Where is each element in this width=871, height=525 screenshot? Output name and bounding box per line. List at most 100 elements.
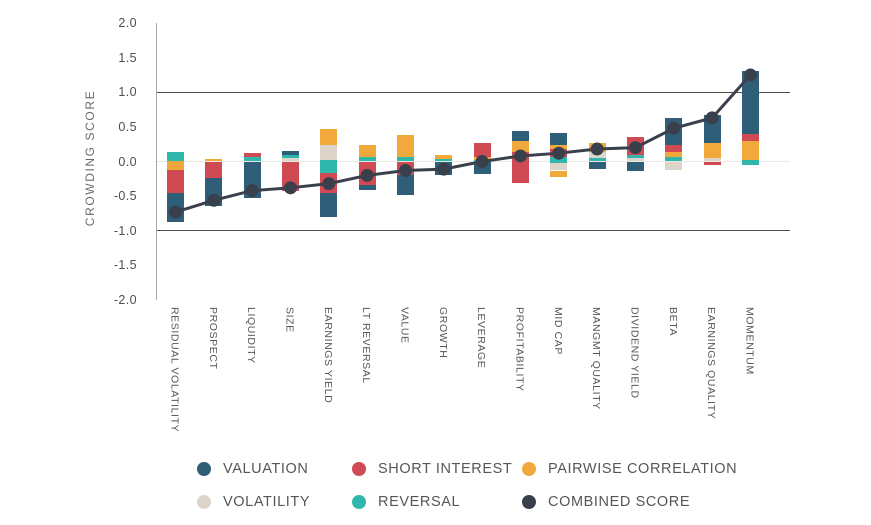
bar-segment-reversal [626, 154, 644, 159]
combined-score-dot [705, 111, 719, 125]
combined-score-dot [322, 177, 336, 191]
bar-segment-short_interest [741, 134, 759, 142]
combined-score-dot [628, 141, 642, 155]
combined-score-dot [590, 142, 604, 156]
bar-segment-pairwise_correlation [703, 142, 721, 159]
x-axis-label: EARNINGS YIELD [321, 307, 334, 404]
bar-segment-pairwise_correlation [435, 154, 453, 159]
legend-dot-valuation-icon [197, 462, 211, 476]
bar-segment-pairwise_correlation [205, 158, 223, 162]
legend-item-short_interest: SHORT INTEREST [352, 461, 512, 477]
legend-item-reversal: REVERSAL [352, 494, 460, 510]
bar-segment-pairwise_correlation [550, 170, 568, 178]
legend-label-pairwise_correlation: PAIRWISE CORRELATION [548, 461, 738, 477]
bar-segment-short_interest [205, 161, 223, 179]
y-axis-tick-label: -1.5 [113, 258, 137, 273]
bar-segment-volatility [320, 144, 338, 161]
bar-segment-pairwise_correlation [358, 144, 376, 158]
bar-segment-short_interest [243, 153, 261, 158]
x-axis-label: MANGMT QUALITY [590, 307, 603, 410]
combined-score-dot [398, 164, 412, 178]
combined-score-line [175, 73, 752, 214]
bar-segment-valuation [588, 161, 606, 170]
combined-score-line-layer [169, 68, 757, 219]
y-axis-tick-label: 1.5 [118, 50, 137, 65]
y-axis-line [155, 23, 157, 300]
combined-score-dot [667, 121, 681, 135]
legend-dot-short_interest-icon [352, 462, 366, 476]
combined-score-dot [552, 146, 566, 160]
gridline-1 [156, 91, 790, 93]
bar-segment-short_interest [703, 161, 721, 165]
x-axis-label: EARNINGS QUALITY [705, 307, 718, 420]
y-axis-tick-label: 0.0 [118, 154, 137, 169]
y-axis-tick-label: 1.0 [118, 85, 137, 100]
legend-label-reversal: REVERSAL [378, 494, 461, 510]
bar-segment-pairwise_correlation [320, 128, 338, 145]
legend-dot-combined_score-icon [522, 495, 536, 509]
legend-dot-pairwise_correlation-icon [522, 462, 536, 476]
bar-segment-volatility [550, 162, 568, 171]
x-axis-label: PROFITABILITY [513, 307, 526, 392]
combined-score-dot [437, 162, 451, 176]
combined-score-dot [475, 155, 489, 168]
bar-segment-valuation [396, 174, 414, 195]
x-axis-label: LT REVERSAL [360, 307, 373, 384]
bar-segment-short_interest [167, 169, 184, 194]
bar-segment-reversal [358, 157, 376, 162]
bar-segment-pairwise_correlation [511, 141, 529, 152]
legend-item-pairwise_correlation: PAIRWISE CORRELATION [522, 461, 737, 477]
x-axis-label: PROSPECT [206, 307, 219, 370]
bar-segment-pairwise_correlation [167, 160, 184, 170]
legend-item-combined_score: COMBINED SCORE [522, 494, 690, 510]
bar-segment-valuation [281, 151, 299, 155]
x-axis-label: SIZE [283, 307, 296, 333]
bar-segment-volatility [626, 158, 644, 162]
combined-score-dot [207, 193, 221, 207]
bar-segment-reversal [320, 160, 338, 174]
bar-segment-valuation [358, 185, 376, 190]
bar-segment-volatility [665, 161, 683, 170]
x-axis-label: RESIDUAL VOLATILITY [168, 307, 181, 433]
bar-segment-valuation [550, 133, 568, 145]
bar-segment-pairwise_correlation [665, 151, 683, 157]
bar-segment-pairwise_correlation [741, 141, 759, 161]
legend-label-short_interest: SHORT INTEREST [378, 461, 513, 477]
legend-label-volatility: VOLATILITY [223, 494, 311, 510]
bar-segment-short_interest [473, 142, 491, 157]
x-axis-label: GROWTH [436, 307, 449, 359]
combined-score-dot [743, 68, 757, 82]
bar-segment-reversal [435, 158, 453, 162]
y-axis-tick-label: -2.0 [113, 293, 137, 307]
bar-segment-reversal [741, 160, 759, 165]
combined-score-dot [245, 184, 259, 198]
legend-label-combined_score: COMBINED SCORE [548, 494, 691, 510]
x-axis-label: LIQUIDITY [245, 307, 258, 364]
bar-segment-reversal [550, 157, 568, 163]
bar-segment-valuation [511, 131, 529, 142]
bar-segment-valuation [626, 161, 644, 172]
bar-segment-pairwise_correlation [396, 135, 414, 157]
gridline--1 [156, 230, 790, 232]
x-axis-label: VALUE [398, 307, 411, 344]
x-axis-label: MOMENTUM [743, 307, 756, 375]
y-axis-tick-label: -1.0 [113, 223, 137, 238]
bar-segment-reversal [167, 152, 184, 161]
combined-score-dot [283, 181, 297, 195]
combined-score-dot [360, 168, 374, 182]
legend-dot-reversal-icon [352, 495, 366, 509]
bar-segment-volatility [281, 158, 299, 162]
y-axis-tick-label: -0.5 [113, 189, 137, 204]
x-axis-label: LEVERAGE [475, 307, 488, 369]
bar-segment-reversal [243, 157, 261, 162]
x-axis-label: DIVIDEND YIELD [628, 307, 641, 399]
x-axis-label: BETA [666, 307, 679, 337]
bar-segment-reversal [281, 154, 299, 159]
y-axis-tick-label: 0.5 [118, 119, 137, 134]
gridline-0 [156, 161, 790, 162]
bar-segment-valuation [741, 71, 759, 135]
y-axis-tick-label: 2.0 [118, 16, 137, 30]
bar-segment-short_interest [665, 144, 683, 152]
combined-score-dot [513, 149, 527, 163]
